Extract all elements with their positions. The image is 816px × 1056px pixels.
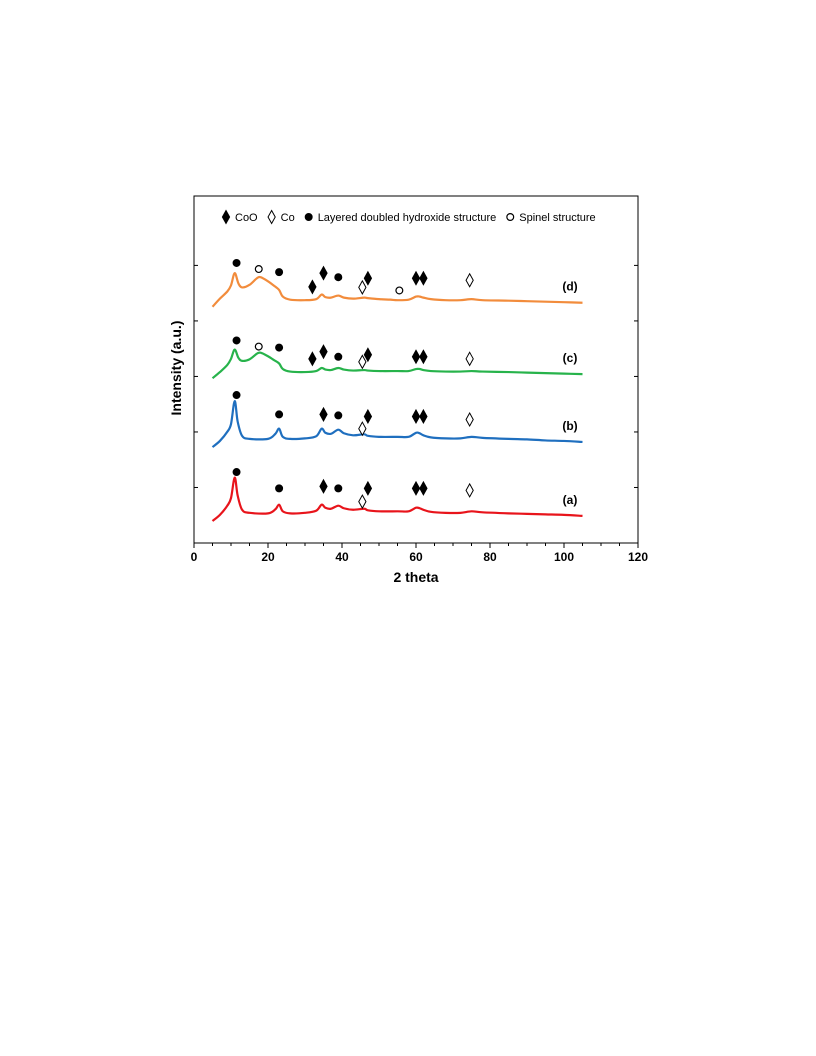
legend-label: CoO — [235, 212, 258, 224]
filled-circle-marker — [232, 391, 241, 400]
legend-label: Spinel structure — [519, 212, 595, 224]
filled-diamond-marker — [363, 408, 373, 424]
legend-label: Layered doubled hydroxide structure — [318, 212, 497, 224]
filled-circle-marker — [275, 410, 284, 419]
series-line-1 — [211, 476, 583, 522]
x-tick-label: 0 — [191, 550, 198, 564]
filled-diamond-marker — [363, 480, 373, 496]
filled-diamond-marker — [319, 478, 328, 494]
legend-filled-diamond-icon — [221, 209, 231, 225]
filled-circle-marker — [275, 343, 284, 352]
x-tick-label: 40 — [335, 550, 349, 564]
open-diamond-marker — [465, 272, 474, 288]
series-label: (a) — [563, 493, 578, 507]
filled-circle-marker — [334, 484, 343, 493]
series-line-2 — [211, 400, 583, 448]
open-diamond-marker — [465, 482, 474, 498]
filled-circle-marker — [232, 336, 241, 345]
x-axis-title: 2 theta — [393, 569, 438, 585]
marker-layer — [232, 258, 474, 510]
open-diamond-marker — [358, 494, 367, 510]
x-tick-label: 20 — [261, 550, 275, 564]
filled-circle-marker — [232, 468, 241, 477]
open-diamond-marker — [358, 421, 367, 437]
filled-diamond-marker — [411, 480, 421, 496]
filled-circle-marker — [275, 484, 284, 493]
open-circle-marker — [254, 342, 263, 351]
filled-diamond-marker — [319, 344, 328, 360]
x-axis: 0 20 40 60 80 100 120 — [191, 264, 648, 564]
open-diamond-marker — [358, 279, 367, 295]
x-tick-label: 120 — [628, 550, 648, 564]
open-diamond-marker — [358, 354, 367, 370]
filled-diamond-marker — [419, 408, 428, 424]
filled-diamond-marker — [411, 349, 421, 365]
filled-diamond-marker — [419, 349, 428, 365]
filled-diamond-marker — [419, 270, 428, 286]
x-tick-label: 80 — [483, 550, 497, 564]
open-circle-marker — [395, 286, 404, 295]
filled-diamond-marker — [411, 270, 421, 286]
filled-diamond-marker — [308, 351, 317, 367]
legend-filled-circle-icon — [304, 213, 313, 222]
filled-circle-marker — [334, 352, 343, 361]
filled-circle-marker — [334, 273, 343, 282]
filled-diamond-marker — [319, 265, 328, 281]
open-diamond-marker — [465, 411, 474, 428]
series-line-4 — [211, 272, 583, 308]
series-label: (c) — [563, 351, 578, 365]
y-axis-title: Intensity (a.u.) — [168, 321, 184, 416]
filled-diamond-marker — [363, 270, 373, 286]
legend-open-diamond-icon — [267, 209, 276, 225]
filled-circle-marker — [275, 268, 284, 277]
filled-diamond-marker — [319, 406, 328, 422]
filled-diamond-marker — [308, 279, 317, 295]
filled-diamond-marker — [363, 347, 373, 363]
legend-open-circle-icon — [506, 213, 515, 222]
filled-circle-marker — [232, 258, 241, 267]
filled-circle-marker — [334, 411, 343, 420]
legend-label: Co — [281, 212, 295, 224]
series-layer: (a) (b) (c) (d) — [211, 272, 583, 522]
series-label: (b) — [562, 419, 577, 433]
open-diamond-marker — [465, 351, 474, 367]
x-tick-label: 100 — [554, 550, 574, 564]
series-line-3 — [211, 348, 583, 380]
legend: CoO Co Layered doubled hydroxide structure… — [221, 209, 596, 225]
series-label: (d) — [562, 280, 577, 294]
x-tick-label: 60 — [409, 550, 423, 564]
filled-diamond-marker — [411, 408, 421, 424]
open-circle-marker — [254, 265, 263, 274]
filled-diamond-marker — [419, 480, 428, 496]
